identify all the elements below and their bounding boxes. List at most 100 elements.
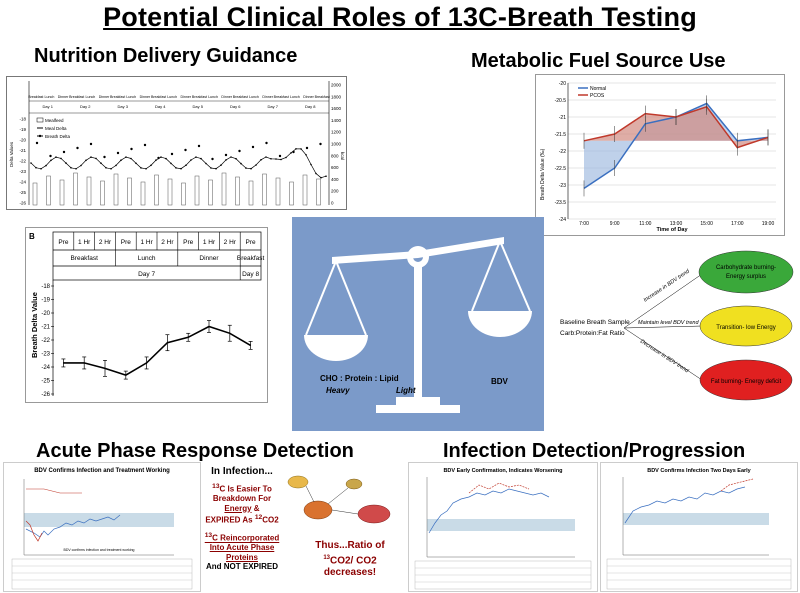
acute-chart: BDV Confirms Infection and Treatment Wor… xyxy=(3,462,201,592)
nutri-meal-dot xyxy=(251,145,255,149)
nutri-day-label: Day 1 xyxy=(43,104,54,109)
acute-expired: EXPIRED As xyxy=(205,515,253,525)
nutri-meal-dot xyxy=(170,152,174,156)
day7-meal-label: Lunch xyxy=(138,255,156,262)
acute-amp: & xyxy=(253,503,260,513)
day7-day-label: Day 7 xyxy=(138,271,155,278)
nutri-bar xyxy=(154,174,159,206)
nutri-day-label: Day 8 xyxy=(305,104,316,109)
acute-decreases: decreases! xyxy=(323,567,377,579)
fuel-ytick: -20.5 xyxy=(555,98,567,104)
fuel-xlabel: Time of Day xyxy=(656,227,688,233)
nutri-meal-dot xyxy=(49,154,52,158)
fuel-ytick: -23.5 xyxy=(555,200,567,206)
fuel-ylabel: Breath Delta Value (‰) xyxy=(540,148,546,200)
fuel-ytick: -21.5 xyxy=(555,132,567,138)
infection-left-svg: BDV Early Confirmation, Indicates Worsen… xyxy=(414,468,592,590)
nutri-bar xyxy=(181,182,186,206)
nutri-ytick: -26 xyxy=(19,201,26,206)
scale-right-label: BDV xyxy=(491,377,509,386)
nutri-meal-label: Dinner xyxy=(221,95,232,99)
day7-timepoint: 1 Hr xyxy=(140,239,153,246)
nutri-y2tick: 1600 xyxy=(331,106,342,111)
nutri-meal-label: Breakfast xyxy=(192,95,207,99)
nutri-y2tick: 0 xyxy=(331,201,334,206)
nutri-meal-dot xyxy=(224,153,228,157)
nutri-bar xyxy=(262,173,267,206)
nutri-meal-label: Lunch xyxy=(167,95,177,99)
acute-chart-svg: BDV Confirms Infection and Treatment Wor… xyxy=(11,468,193,590)
page-title: Potential Clinical Roles of 13C-Breath T… xyxy=(103,2,697,32)
acute-phase-diagram xyxy=(284,470,396,542)
day7-timepoint: 1 Hr xyxy=(203,239,216,246)
fuel-xtick: 11:00 xyxy=(639,221,651,227)
nutri-breath-line xyxy=(30,148,327,179)
nutri-bar xyxy=(32,182,38,206)
nutri-y2tick: 200 xyxy=(331,189,339,194)
nutri-bar xyxy=(221,172,227,206)
nutri-legend-1: Meal Delta xyxy=(45,126,67,131)
nutri-bar xyxy=(73,172,78,206)
nutrition-chart-svg: -18-19-20-21-22-23-24-25-26 200018001600… xyxy=(9,81,345,206)
nutri-ytick: -22 xyxy=(19,159,26,164)
day7-ytick: -22 xyxy=(41,338,50,344)
section-title-acute: Acute Phase Response Detection xyxy=(36,440,354,462)
balance-scale-panel: CHO : Protein : Lipid Heavy Light BDV xyxy=(292,217,544,431)
nutri-bar xyxy=(275,177,281,206)
fuel-pcos-area xyxy=(584,106,768,148)
fuel-legend-normal: Normal xyxy=(590,86,606,92)
nutri-meal-label: Breakfast xyxy=(28,95,43,99)
acute-reinc2: And NOT EXPIRED xyxy=(205,562,278,572)
fuel-normal-area xyxy=(584,103,768,189)
infection-chart-right: BDV Confirms Infection Two Days Early xyxy=(600,462,798,592)
nutri-meal-dot xyxy=(103,155,106,159)
tree-branch-down: Decrease in BDV trend xyxy=(639,339,690,375)
nutri-meal-dot xyxy=(292,150,295,154)
nutri-bar xyxy=(248,180,254,206)
nutri-meal-label: Dinner xyxy=(262,95,273,99)
nutri-day-label: Day 7 xyxy=(268,104,279,109)
nutri-meal-dot xyxy=(89,142,93,146)
tree-node-yellow xyxy=(699,305,793,347)
infection-left-title: BDV Early Confirmation, Indicates Worsen… xyxy=(443,468,562,474)
nutri-ytick: -23 xyxy=(19,169,26,174)
nutri-y2tick: 800 xyxy=(331,153,339,158)
fuel-ytick: -22.5 xyxy=(555,166,567,172)
day7-timepoint: Pre xyxy=(246,239,257,246)
nutri-meal-label: Breakfast xyxy=(315,95,330,99)
tree-node-yellow-label: Transition- low Energy xyxy=(716,325,775,331)
nutri-bar xyxy=(316,178,321,206)
section-title-nutrition: Nutrition Delivery Guidance xyxy=(34,45,298,67)
tree-root-line1: Baseline Breath Sample xyxy=(560,319,630,326)
nutri-meal-label: Lunch xyxy=(126,95,136,99)
nutri-meal-dot xyxy=(265,141,268,145)
nutri-bar xyxy=(302,174,308,206)
nutrition-chart: -18 -19 -20 -21 -22 -23 -24 -25 -26 2000 1800 1600… xyxy=(6,76,347,210)
infection-right-title: BDV Confirms Infection Two Days Early xyxy=(647,468,751,474)
nutri-meal-dot xyxy=(116,151,120,155)
nutri-y2tick: 400 xyxy=(331,177,339,182)
day7-ylabel: Breath Delta Value xyxy=(30,292,39,358)
nutri-bar xyxy=(46,175,51,206)
nutri-y2tick: 1400 xyxy=(331,118,342,123)
scale-heavy-label: Heavy xyxy=(326,386,350,395)
fuel-ytick: -24 xyxy=(559,217,566,223)
nutri-y2tick: 2000 xyxy=(331,83,342,88)
nutri-y2tick: 1200 xyxy=(331,130,342,135)
nutri-bar xyxy=(235,176,240,206)
day7-ytick: -18 xyxy=(41,284,50,290)
fuel-xtick: 13:00 xyxy=(670,221,683,227)
nutri-bar xyxy=(289,181,294,206)
fuel-legend-pcos: PCOS xyxy=(590,93,605,99)
nutri-meal-dot xyxy=(62,150,66,154)
nutri-meal-label: Lunch xyxy=(249,95,259,99)
acute-infection-heading: In Infection... xyxy=(211,466,273,477)
nutri-ytick: -20 xyxy=(19,138,26,143)
acute-diagram-svg xyxy=(287,475,391,524)
day7-meal-label: Breakfast xyxy=(237,255,265,262)
nutri-bar xyxy=(194,175,200,206)
tree-root-line2: Carb:Protein:Fat Ratio xyxy=(560,330,625,337)
fuel-xtick: 7:00 xyxy=(579,221,589,227)
day7-day-label: Day 8 xyxy=(242,271,259,278)
nutri-meal-label: Lunch xyxy=(45,95,55,99)
